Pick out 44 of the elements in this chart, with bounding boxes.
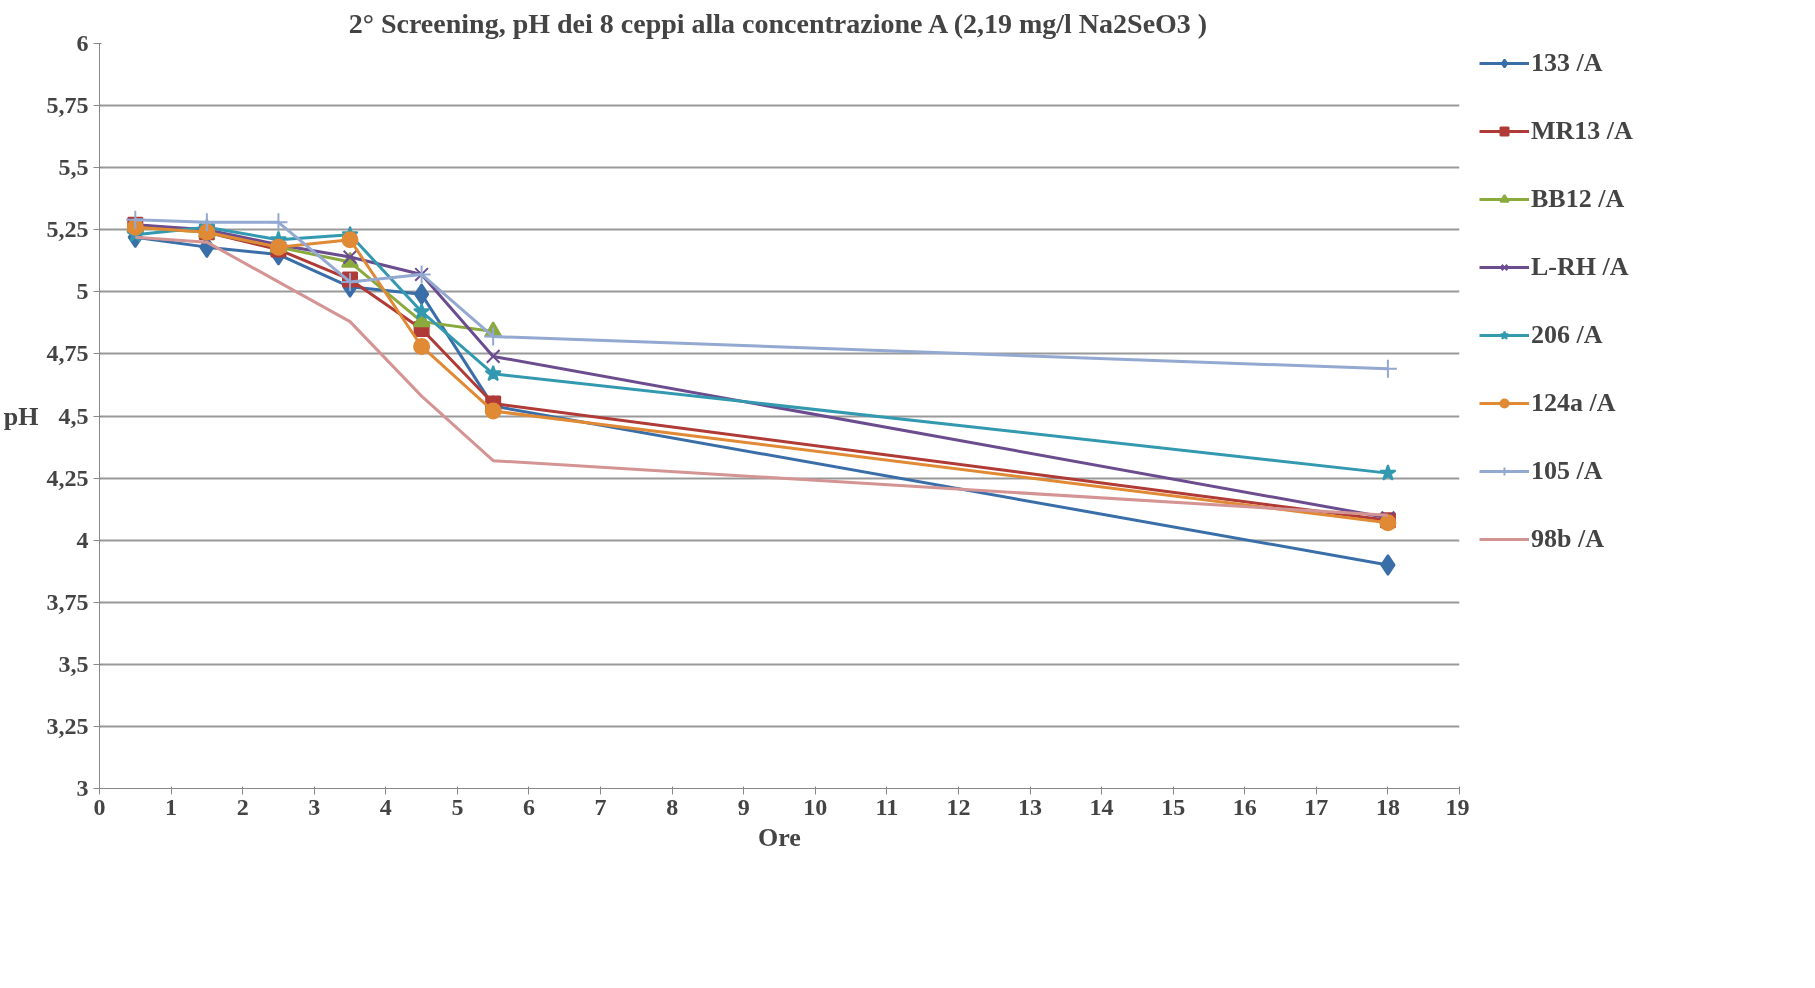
x-tick-label: 14 [1089,793,1114,820]
y-tick-label: 5,75 [46,92,89,119]
x-tick-label: 2 [236,793,249,820]
y-tick-label: 5,5 [58,154,89,181]
x-tick-label: 11 [875,793,899,820]
x-tick-label: 5 [451,793,464,820]
y-tick-label: 3,25 [46,712,89,739]
y-tick-label: 3,5 [58,650,89,677]
y-tick-label: 4,5 [58,402,89,429]
y-tick-label: 5 [76,278,89,305]
y-tick-label: 4 [76,526,89,553]
legend-label: 124a /A [1531,388,1616,418]
x-tick-label: 17 [1304,793,1329,820]
x-tick-label: 4 [379,793,392,820]
y-tick-label: 4,25 [46,464,89,491]
legend-label: BB12 /A [1531,184,1625,214]
x-tick-label: 15 [1161,793,1186,820]
legend-label: 98b /A [1531,524,1604,554]
legend-label: 105 /A [1531,456,1603,486]
y-axis-title: pH [3,401,39,431]
legend-label: L-RH /A [1531,252,1629,282]
x-tick-label: 3 [308,793,321,820]
x-tick-label: 12 [946,793,971,820]
y-tick-label: 6 [76,30,89,56]
chart-title: 2° Screening, pH dei 8 ceppi alla concentrazione A (2,19 mg/l Na2SeO3 ) [348,7,1208,39]
y-tick-label: 4,75 [46,340,89,367]
x-tick-label: 8 [666,793,679,820]
legend-label: 133 /A [1531,48,1603,78]
y-tick-label: 3 [76,775,89,801]
x-tick-label: 19 [1445,793,1470,820]
x-tick-label: 6 [522,793,535,820]
x-tick-label: 7 [594,793,607,820]
x-tick-label: 13 [1018,793,1043,820]
x-tick-label: 10 [803,793,828,820]
y-tick-label: 5,25 [46,216,89,243]
x-tick-label: 16 [1232,793,1257,820]
legend-label: MR13 /A [1531,116,1633,146]
x-tick-label: 0 [93,793,106,820]
legend-label: 206 /A [1531,320,1603,350]
y-tick-label: 3,75 [46,588,89,615]
x-tick-label: 18 [1375,793,1400,820]
x-tick-label: 1 [165,793,178,820]
x-tick-label: 9 [737,793,750,820]
x-axis-title: Ore [758,822,801,852]
